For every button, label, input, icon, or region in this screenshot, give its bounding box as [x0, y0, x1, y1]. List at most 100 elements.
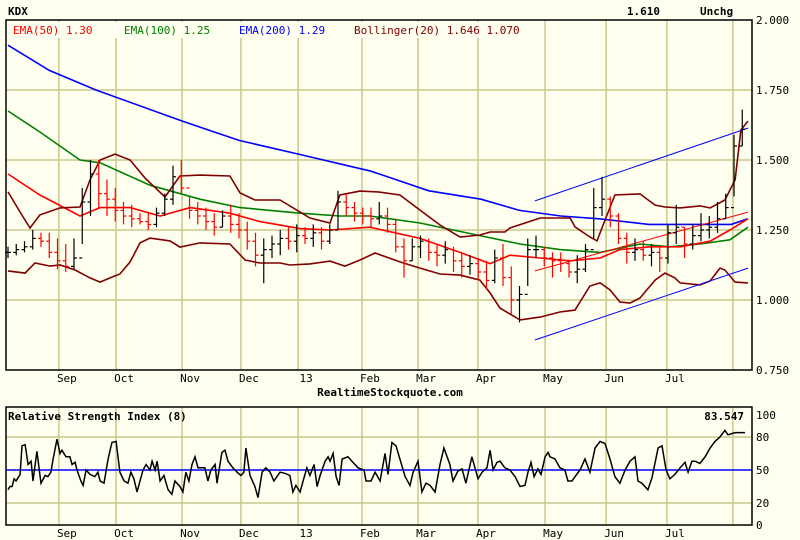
rsi-x-tick: May: [543, 527, 563, 540]
price-bar: [285, 227, 292, 250]
price-bar: [302, 227, 308, 244]
price-bar: [203, 207, 209, 230]
price-x-tick: Mar: [416, 372, 436, 385]
price-bar: [359, 207, 366, 225]
price-bar: [417, 235, 424, 258]
price-bar: [541, 246, 548, 267]
legend-bollinger: Bollinger(20) 1.646 1.070: [354, 24, 520, 37]
price-bar: [128, 204, 135, 228]
price-x-tick: 13: [300, 372, 313, 385]
price-bar: [458, 252, 465, 278]
rsi-x-tick: 13: [300, 527, 313, 540]
price-bar: [607, 196, 614, 228]
price-bar: [95, 160, 102, 208]
price-bar: [557, 252, 564, 272]
price-y-tick: 1.750: [756, 84, 789, 97]
line-ema-200-: [7, 44, 749, 226]
line-bollinger-lower: [7, 237, 749, 321]
price-bar: [87, 160, 94, 216]
price-bar: [104, 179, 110, 216]
price-bar: [326, 224, 333, 244]
price-bar: [71, 238, 77, 270]
price-bars: [5, 109, 746, 323]
price-bar: [120, 202, 127, 225]
rsi-x-tick: Jul: [665, 527, 685, 540]
price-bar: [211, 213, 218, 236]
price-bar: [79, 188, 86, 259]
price-bar: [665, 224, 671, 264]
rsi-x-tick: Mar: [416, 527, 436, 540]
price-bar: [706, 216, 713, 239]
rsi-y-tick: 100: [756, 409, 776, 422]
price-bar: [689, 224, 696, 250]
price-y-tick: 0.750: [756, 364, 789, 377]
price-bar: [252, 232, 259, 267]
price-bar: [236, 213, 242, 239]
price-bar: [533, 235, 539, 258]
price-y-tick: 1.500: [756, 154, 789, 167]
rsi-x-tick: Oct: [114, 527, 134, 540]
price-bar: [376, 202, 383, 225]
price-bar: [599, 176, 605, 216]
rsi-x-tick: Sep: [57, 527, 77, 540]
rsi-y-tick: 50: [756, 464, 769, 477]
price-bar: [343, 193, 350, 216]
price-bar: [293, 224, 300, 253]
price-bar: [310, 224, 317, 247]
price-bar: [137, 213, 143, 225]
price-bar: [13, 244, 20, 256]
price-bar: [54, 238, 61, 270]
rsi-grid: [6, 407, 752, 525]
price-panel-border: [5, 19, 753, 371]
price-bar: [483, 260, 490, 289]
price-bar: [153, 207, 160, 228]
price-bar: [178, 160, 185, 194]
watermark: RealtimeStockquote.com: [317, 386, 463, 399]
price-y-tick: 2.000: [756, 14, 789, 27]
price-x-tick: May: [543, 372, 563, 385]
price-bar: [145, 213, 152, 230]
legend-ema50: EMA(50) 1.30: [13, 24, 92, 37]
price-bar: [714, 202, 721, 233]
price-bar: [38, 232, 44, 247]
price-bar: [656, 246, 663, 272]
price-bar: [170, 165, 176, 205]
rsi-last-value: 83.547: [704, 410, 744, 423]
price-x-tick: Dec: [239, 372, 259, 385]
legend-ema200: EMA(200) 1.29: [239, 24, 325, 37]
rsi-x-tick: Apr: [476, 527, 496, 540]
rsi-x-axis: Sep Oct Nov Dec 13 Feb Mar Apr May Jun Jul: [57, 527, 685, 540]
rsi-y-axis: 100 80 50 20 0: [756, 409, 776, 532]
price-change: Unchg: [700, 5, 733, 18]
price-bar: [161, 193, 168, 216]
price-bar: [475, 258, 482, 281]
price-x-tick: Nov: [180, 372, 200, 385]
price-bar: [351, 202, 358, 222]
price-bar: [739, 109, 746, 147]
price-bar: [673, 204, 680, 244]
price-bar: [219, 210, 226, 228]
symbol-label: KDX: [8, 5, 28, 18]
price-bar: [269, 235, 275, 258]
legend-bg: [12, 22, 532, 38]
rsi-line: [7, 429, 745, 498]
price-bar: [450, 246, 457, 272]
price-bar: [623, 232, 630, 264]
price-bar: [409, 238, 416, 262]
price-bar: [21, 241, 28, 253]
price-bar: [722, 193, 729, 220]
price-bar: [260, 238, 267, 284]
line-lower-trend: [534, 267, 749, 341]
price-y-axis: 2.000 1.750 1.500 1.250 1.000 0.750: [756, 14, 789, 377]
price-bar: [29, 230, 36, 250]
price-bar: [194, 202, 201, 225]
price-bar: [500, 244, 506, 286]
price-bar: [574, 255, 581, 284]
rsi-y-tick: 80: [756, 431, 769, 444]
price-bar: [516, 286, 523, 323]
price-x-axis: Sep Oct Nov Dec 13 Feb Mar Apr May Jun Jul: [57, 372, 685, 385]
rsi-x-tick: Nov: [180, 527, 200, 540]
price-x-tick: Feb: [360, 372, 380, 385]
price-bar: [467, 255, 473, 275]
